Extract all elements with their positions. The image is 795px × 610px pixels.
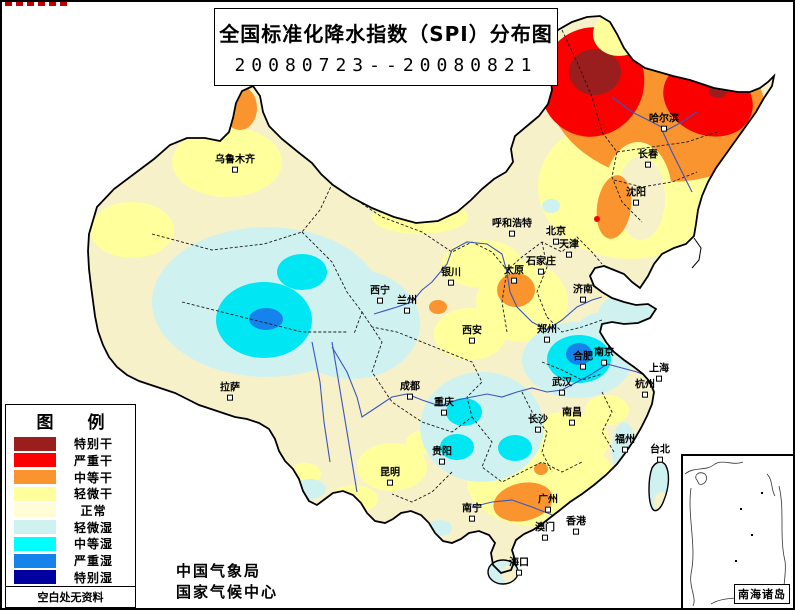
legend-label: 中等干 <box>73 470 113 485</box>
legend-item: 中等干 <box>14 469 131 485</box>
agency-line2: 国家气候中心 <box>176 583 279 601</box>
legend-label: 特别湿 <box>73 570 113 585</box>
map-title: 全国标准化降水指数（SPI）分布图 <box>219 22 553 46</box>
province-borders <box>151 29 718 503</box>
legend-swatch <box>14 536 56 551</box>
map-title-box: 全国标准化降水指数（SPI）分布图 20080723--20080821 <box>214 8 558 86</box>
legend-swatch <box>14 436 56 451</box>
legend-swatch <box>14 520 56 535</box>
legend-swatch <box>14 553 56 568</box>
legend-label: 中等湿 <box>73 537 113 552</box>
legend-label: 严重干 <box>73 453 113 468</box>
legend-swatch <box>14 570 56 585</box>
legend-item: 严重湿 <box>14 553 131 569</box>
legend-footnote: 空白处无资料 <box>6 586 135 607</box>
legend-label: 特别干 <box>73 437 113 452</box>
legend-title: 图 例 <box>36 413 119 433</box>
legend-items: 特别干 严重干中等干轻微干 正常轻微湿中等湿严重湿特别湿 <box>6 435 135 586</box>
legend-swatch <box>14 486 56 501</box>
legend-label: 正常 <box>80 503 107 518</box>
agency-line1: 中国气象局 <box>176 562 262 580</box>
inset-label: 南海诸岛 <box>734 584 790 604</box>
legend-item: 特别干 <box>14 436 131 452</box>
map-date-range: 20080723--20080821 <box>234 55 538 76</box>
legend-swatch <box>14 503 56 518</box>
agency-credit: 中国气象局 国家气候中心 <box>176 561 278 603</box>
legend-swatch <box>14 453 56 468</box>
legend-item: 轻微湿 <box>14 519 131 535</box>
corner-watermark-fragment <box>5 2 67 6</box>
legend-item: 严重干 <box>14 452 131 468</box>
rivers <box>311 96 698 521</box>
legend-label: 轻微湿 <box>73 520 113 535</box>
korea-border-line <box>691 237 702 269</box>
legend-label: 严重湿 <box>73 554 113 568</box>
legend-item: 正常 <box>14 502 131 518</box>
legend-label: 轻微干 <box>73 487 113 502</box>
legend-item: 中等湿 <box>14 536 131 552</box>
legend: 图 例 特别干 严重干中等干轻微干 正常轻微湿中等湿严重湿特别湿 空白处无资料 <box>5 404 136 608</box>
legend-swatch <box>14 470 56 485</box>
legend-item: 特别湿 <box>14 569 131 585</box>
legend-item: 轻微干 <box>14 486 131 502</box>
south-china-sea-inset: 南海诸岛 <box>681 454 793 608</box>
